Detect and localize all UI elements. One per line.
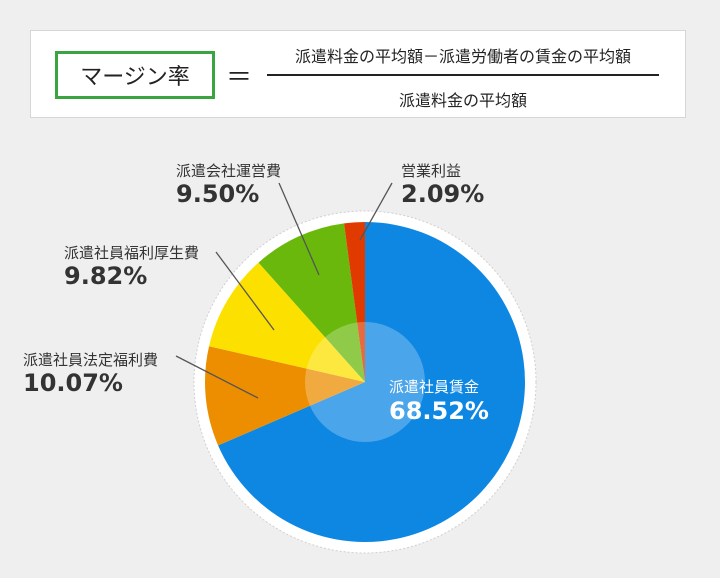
label-wages-name: 派遣社員賃金 bbox=[389, 378, 480, 396]
leader-line-operating bbox=[278, 182, 320, 276]
pie-slice-legal_welfare bbox=[204, 346, 365, 446]
label-welfare: 派遣社員福利厚生費 9.82% bbox=[64, 244, 199, 290]
label-profit: 営業利益 2.09% bbox=[401, 162, 484, 208]
label-legal-welfare-name: 派遣社員法定福利費 bbox=[23, 351, 159, 369]
label-operating-value: 9.50% bbox=[176, 180, 260, 208]
label-wages-value: 68.52% bbox=[389, 397, 489, 425]
label-operating-name: 派遣会社運営費 bbox=[176, 162, 282, 180]
label-legal-welfare: 派遣社員法定福利費 10.07% bbox=[23, 351, 158, 397]
pie-slice-operating bbox=[258, 223, 365, 382]
leader-line-welfare bbox=[215, 251, 275, 331]
formula-denominator: 派遣料金の平均額 bbox=[398, 91, 527, 110]
equals-sign: ＝ bbox=[225, 62, 252, 93]
label-operating: 派遣会社運営費 9.50% bbox=[176, 162, 281, 208]
pie-slice-welfare bbox=[209, 262, 365, 382]
margin-rate-term: マージン率 bbox=[55, 51, 215, 99]
leader-line-legal-welfare bbox=[175, 355, 259, 399]
label-legal-welfare-value: 10.07% bbox=[23, 369, 123, 397]
label-profit-value: 2.09% bbox=[401, 180, 485, 208]
pie-slice-profit bbox=[344, 222, 365, 382]
leader-line-profit bbox=[359, 182, 393, 241]
label-welfare-value: 9.82% bbox=[64, 262, 148, 290]
label-wages: 派遣社員賃金 68.52% bbox=[389, 378, 489, 426]
pie-backdrop-outline bbox=[193, 210, 537, 554]
pie-center-highlight bbox=[305, 322, 425, 442]
label-profit-name: 営業利益 bbox=[401, 162, 462, 180]
pie-slice-wages bbox=[218, 222, 526, 542]
formula-box: マージン率 ＝ 派遣料金の平均額－派遣労働者の賃金の平均額 派遣料金の平均額 bbox=[30, 30, 686, 118]
label-welfare-name: 派遣社員福利厚生費 bbox=[64, 244, 200, 262]
fraction-line bbox=[267, 74, 659, 76]
formula-numerator: 派遣料金の平均額－派遣労働者の賃金の平均額 bbox=[294, 47, 631, 66]
